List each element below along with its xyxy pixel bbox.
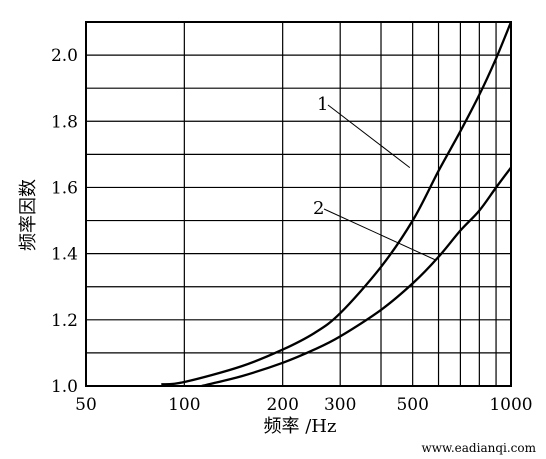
y-tick-label: 1.4	[51, 245, 78, 265]
plot-frame	[85, 21, 512, 387]
grid-lines	[86, 22, 511, 386]
curve-1	[161, 21, 513, 386]
curve-label-leaders	[323, 104, 437, 261]
curve-2-leader	[323, 208, 437, 261]
y-tick-label: 1.8	[51, 112, 78, 132]
y-tick-label: 1.2	[51, 311, 78, 331]
y-axis-label: 频率因数	[18, 179, 39, 251]
x-tick-label: 1000	[489, 395, 532, 415]
curve-2	[201, 166, 512, 388]
curve-1-label: 1	[317, 94, 328, 115]
x-axis-label: 频率 /Hz	[264, 416, 337, 437]
watermark: www.eadianqi.com	[421, 441, 536, 455]
y-tick-label: 1.6	[51, 178, 78, 198]
curve-2-label: 2	[313, 198, 324, 219]
curve-1-leader	[327, 104, 411, 168]
x-tick-label: 50	[75, 395, 97, 415]
y-tick-label: 2.0	[51, 46, 78, 66]
y-tick-label: 1.0	[51, 377, 78, 397]
x-tick-label: 100	[168, 395, 200, 415]
tick-labels: 50 100 200 300 500 1000 1.0 1.2 1.4 1.6 1.8 2.0	[51, 46, 533, 415]
x-tick-label: 500	[396, 395, 428, 415]
curve-labels: 12	[313, 94, 328, 219]
x-tick-label: 200	[266, 395, 298, 415]
x-tick-label: 300	[324, 395, 356, 415]
data-curves	[161, 21, 513, 388]
